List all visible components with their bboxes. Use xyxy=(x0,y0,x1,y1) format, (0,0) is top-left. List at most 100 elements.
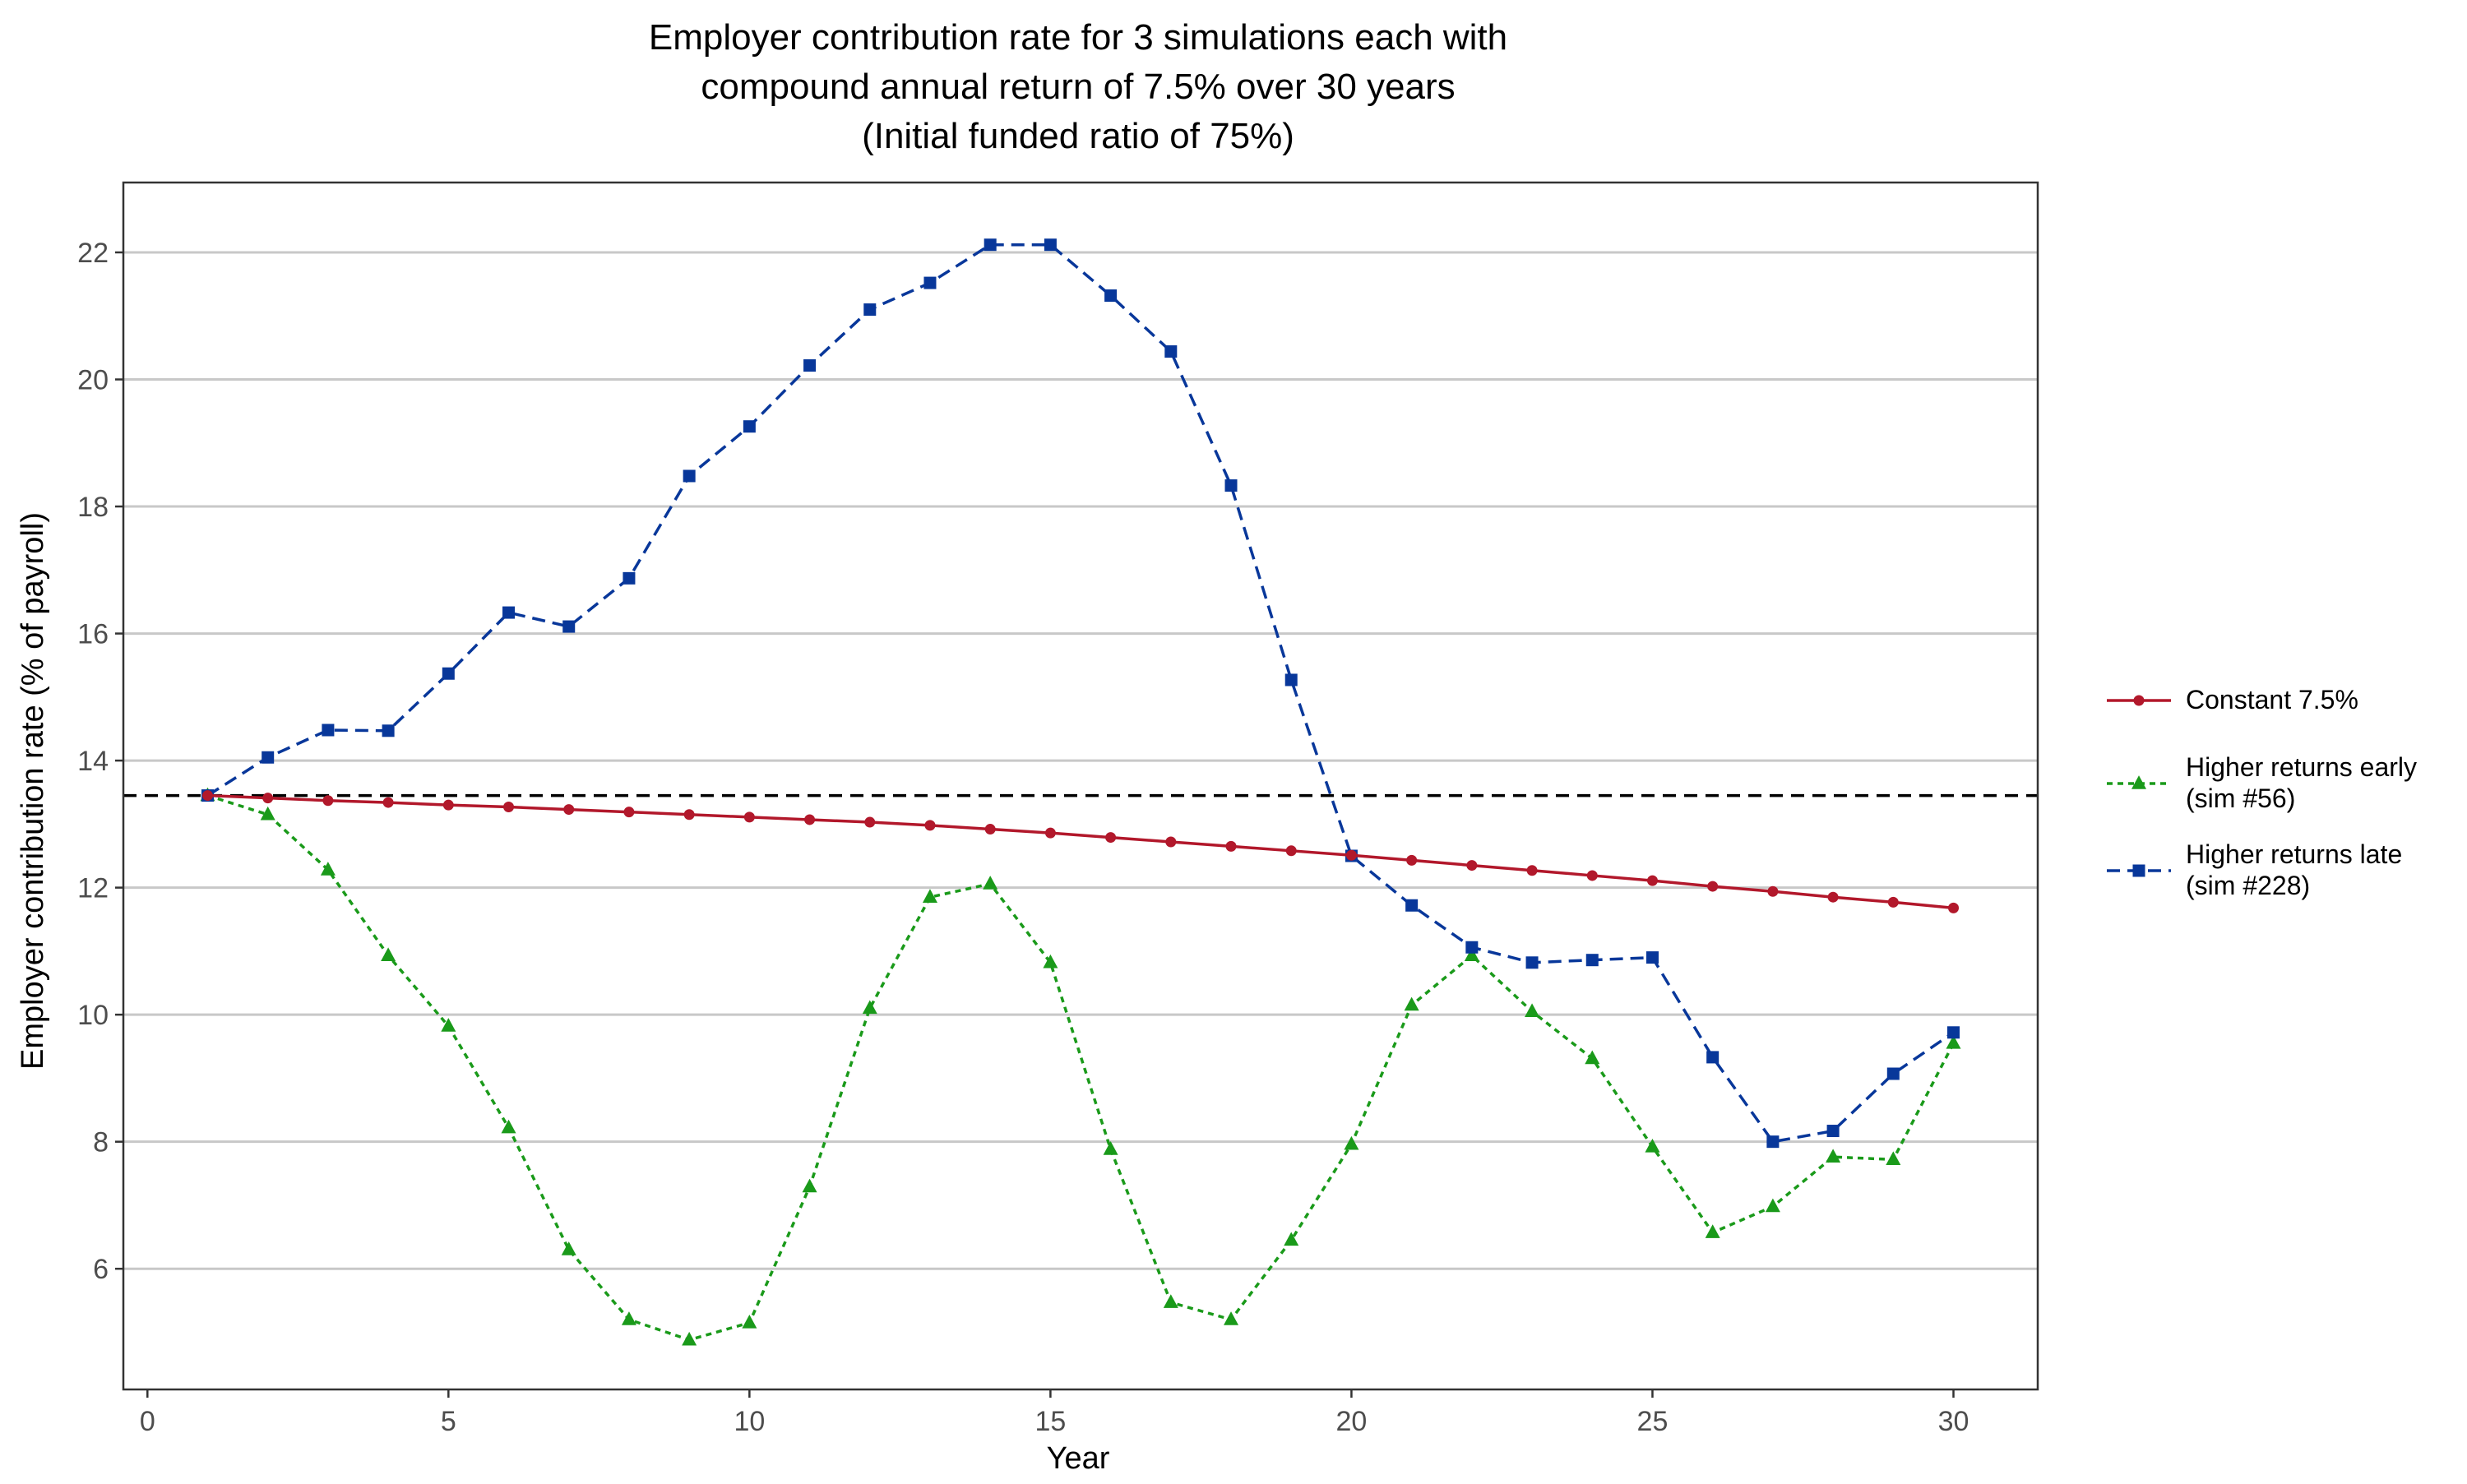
legend-item-2: Higher returns late(sim #228) xyxy=(2107,839,2402,900)
series-0-point-28 xyxy=(1827,891,1839,903)
series-2-point-10 xyxy=(743,420,756,433)
series-1-point-29 xyxy=(1886,1151,1901,1166)
series-0-line xyxy=(207,793,1954,910)
legend-key-marker-0 xyxy=(2133,695,2145,706)
series-2-point-13 xyxy=(923,276,937,289)
series-1-point-26 xyxy=(1705,1224,1720,1238)
plot-panel-border xyxy=(122,181,2039,1391)
series-2-point-24 xyxy=(1585,954,1599,967)
series-2-point-7 xyxy=(562,620,576,633)
y-tick-label-16: 16 xyxy=(77,619,109,650)
data-series xyxy=(200,238,1961,1346)
series-0-point-19 xyxy=(1285,845,1297,857)
x-axis-label: Year xyxy=(1047,1441,1110,1476)
series-2-point-26 xyxy=(1706,1051,1719,1064)
series-1-point-23 xyxy=(1525,1003,1540,1018)
series-0-point-15 xyxy=(1044,827,1056,839)
series-0-point-25 xyxy=(1646,875,1658,886)
series-1-point-27 xyxy=(1765,1198,1780,1213)
y-tick-label-20: 20 xyxy=(77,365,109,396)
series-0-point-18 xyxy=(1225,840,1237,852)
series-0-point-1 xyxy=(201,790,213,802)
series-2-point-9 xyxy=(683,469,696,483)
y-axis-label: Employer contribution rate (% of payroll… xyxy=(16,512,50,1070)
series-0-point-22 xyxy=(1466,860,1478,871)
series-1-point-15 xyxy=(1043,954,1058,969)
series-0 xyxy=(201,790,1960,913)
y-tick-label-12: 12 xyxy=(77,873,109,904)
series-2-point-3 xyxy=(322,724,335,737)
x-tick-label-20: 20 xyxy=(1336,1406,1368,1437)
series-0-point-27 xyxy=(1767,885,1779,897)
series-1-point-10 xyxy=(742,1314,757,1329)
series-2-point-8 xyxy=(623,571,636,585)
series-1-point-16 xyxy=(1103,1141,1118,1155)
chart-title-line-2: compound annual return of 7.5% over 30 y… xyxy=(701,67,1455,107)
series-2-point-6 xyxy=(502,606,516,619)
series-2-point-22 xyxy=(1465,941,1479,954)
legend-label-2-0: Higher returns late xyxy=(2186,839,2402,869)
series-0-point-12 xyxy=(864,816,876,828)
legend-label-1-1: (sim #56) xyxy=(2186,784,2295,813)
axes: 0 5 10 15 20 25 30 6 8 10 12 14 16 18 20 22 xyxy=(77,238,1969,1437)
series-0-point-13 xyxy=(924,820,936,831)
series-0-point-20 xyxy=(1345,849,1357,861)
series-0-point-26 xyxy=(1707,881,1719,892)
series-2-point-21 xyxy=(1405,899,1419,912)
series-1-point-25 xyxy=(1645,1138,1660,1153)
legend-item-1: Higher returns early(sim #56) xyxy=(2107,752,2417,813)
series-1-point-9 xyxy=(682,1331,697,1346)
series-2-point-30 xyxy=(1947,1026,1960,1039)
y-tick-label-18: 18 xyxy=(77,492,109,523)
series-2-point-16 xyxy=(1104,289,1118,303)
legend-label-2-1: (sim #228) xyxy=(2186,871,2310,900)
series-1-point-22 xyxy=(1464,947,1479,962)
x-tick-label-15: 15 xyxy=(1034,1406,1066,1437)
series-0-point-29 xyxy=(1887,896,1899,908)
y-tick-label-6: 6 xyxy=(93,1254,109,1285)
series-0-point-24 xyxy=(1586,870,1598,881)
series-2-point-14 xyxy=(984,238,997,252)
series-1-point-2 xyxy=(260,806,275,821)
legend-key-marker-2 xyxy=(2132,864,2145,877)
series-0-point-7 xyxy=(563,804,575,816)
legend-key-marker-1 xyxy=(2131,775,2146,789)
x-tick-label-0: 0 xyxy=(140,1406,155,1437)
chart-title-line-1: Employer contribution rate for 3 simulat… xyxy=(649,17,1507,58)
series-2-point-25 xyxy=(1645,951,1659,964)
series-0-point-4 xyxy=(382,797,394,808)
series-2-point-27 xyxy=(1766,1135,1780,1149)
chart-title: Employer contribution rate for 3 simulat… xyxy=(649,17,1507,156)
series-2-point-28 xyxy=(1826,1125,1840,1138)
x-tick-label-10: 10 xyxy=(734,1406,765,1437)
series-0-point-21 xyxy=(1406,854,1418,866)
series-1-point-21 xyxy=(1404,996,1419,1011)
series-1-point-7 xyxy=(561,1241,576,1255)
legend-item-0: Constant 7.5% xyxy=(2107,685,2358,714)
series-0-point-17 xyxy=(1165,836,1177,848)
legend-label-0-0: Constant 7.5% xyxy=(2186,685,2358,714)
series-1-point-8 xyxy=(621,1311,636,1325)
series-1-point-28 xyxy=(1826,1149,1841,1163)
legend: Constant 7.5% Higher returns early(sim #5… xyxy=(2107,685,2417,900)
series-1-line xyxy=(206,793,1956,1342)
series-2-point-4 xyxy=(382,724,395,737)
series-1-point-19 xyxy=(1284,1232,1299,1246)
series-0-point-16 xyxy=(1105,832,1117,844)
series-0-point-10 xyxy=(743,811,755,823)
series-2-point-11 xyxy=(803,359,817,372)
legend-label-1-0: Higher returns early xyxy=(2186,752,2417,782)
series-2-point-2 xyxy=(262,751,275,764)
series-0-point-6 xyxy=(503,801,515,812)
series-0-point-9 xyxy=(683,809,695,821)
y-tick-label-22: 22 xyxy=(77,238,109,269)
series-1-point-14 xyxy=(983,876,998,890)
series-0-point-3 xyxy=(322,795,334,807)
series-1-point-3 xyxy=(320,862,336,876)
series-1-point-5 xyxy=(441,1018,456,1032)
series-2-point-18 xyxy=(1224,479,1238,492)
series-0-point-11 xyxy=(804,814,816,825)
series-1-point-24 xyxy=(1585,1050,1600,1065)
y-tick-label-8: 8 xyxy=(93,1127,109,1158)
